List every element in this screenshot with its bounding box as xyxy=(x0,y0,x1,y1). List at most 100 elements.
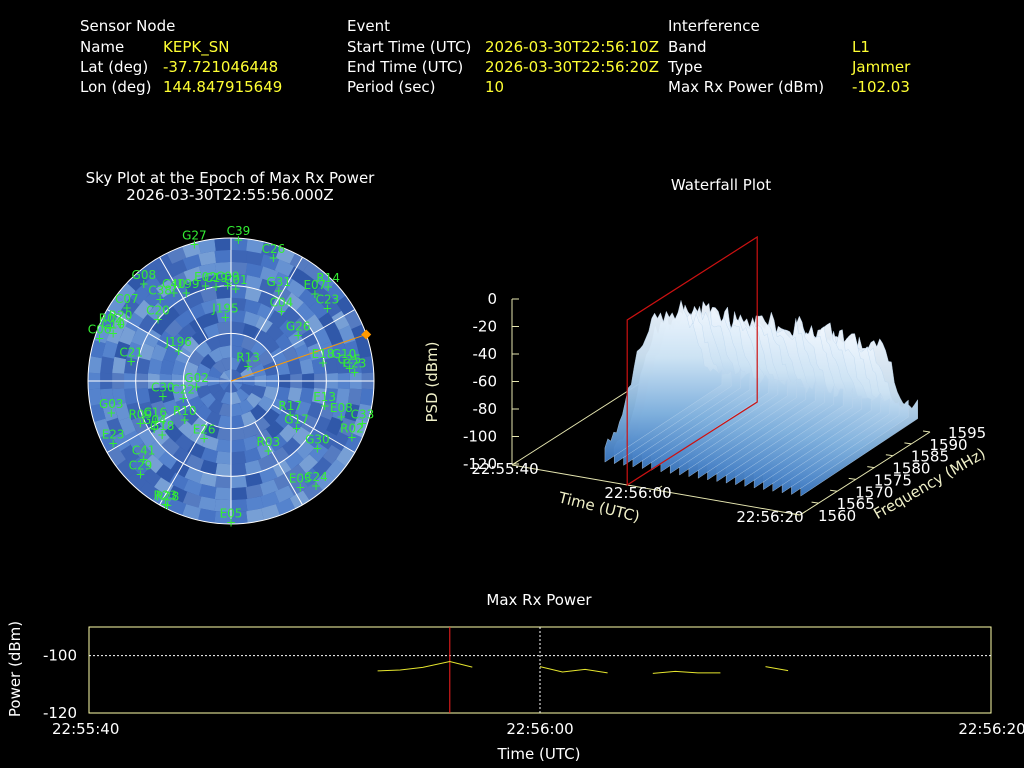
skyplot-heat-cell xyxy=(244,459,262,476)
satellite-label: E23 xyxy=(102,428,125,442)
skyplot-radial-30 xyxy=(254,256,303,340)
waterfall-z-tick-label: -120 xyxy=(463,455,497,473)
interference-band-value: L1 xyxy=(852,38,870,56)
interference-heading: Interference xyxy=(668,17,760,35)
skyplot-heat-cell xyxy=(301,467,321,488)
skyplot-heat-cell xyxy=(215,463,231,477)
skyplot-heat-cell xyxy=(216,427,231,441)
skyplot-heat-cell xyxy=(147,440,167,460)
skyplot-heat-cell xyxy=(260,254,280,271)
skyplot-bearing-marker xyxy=(361,329,372,340)
skyplot-heat-cell xyxy=(171,386,187,403)
satellite-marker: + xyxy=(106,406,116,420)
skyplot-heat-cell xyxy=(240,366,255,379)
skyplot-heat-cell xyxy=(231,345,244,359)
skyplot-heat-cell xyxy=(231,391,242,405)
skyplot-heat-cell xyxy=(175,347,192,365)
skyplot-heat-cell xyxy=(150,343,167,362)
skyplot-heat-cell xyxy=(275,359,291,376)
skyplot-heat-cell xyxy=(288,266,309,285)
waterfall-freq-tick xyxy=(904,442,912,445)
skyplot-heat-cell xyxy=(107,295,126,316)
skyplot-heat-cell xyxy=(263,361,279,376)
maxrx-series-segment xyxy=(377,660,473,672)
skyplot-heat-cell xyxy=(318,430,337,450)
skyplot-heat-cell xyxy=(141,467,161,488)
skyplot-heat-cell xyxy=(231,403,244,417)
satellite-label: C10 xyxy=(101,317,125,331)
skyplot-heat-cell xyxy=(305,428,324,448)
satellite-label: G08 xyxy=(132,268,157,282)
skyplot-heat-cell xyxy=(258,349,275,367)
skyplot-heat-cell xyxy=(169,271,189,290)
event-end-value: 2026-03-30T22:56:20Z xyxy=(485,58,659,76)
waterfall-time-marker xyxy=(626,235,758,487)
skyplot-heat-cell xyxy=(114,402,130,421)
waterfall-freq-axis xyxy=(799,431,931,516)
skyplot-heat-cell xyxy=(282,437,302,457)
skyplot-heat-cell xyxy=(274,259,295,277)
skyplot-heat-cell xyxy=(195,363,211,377)
skyplot-heat-cell xyxy=(194,404,212,422)
satellite-marker: + xyxy=(285,408,295,422)
skyplot-heat-cell xyxy=(126,271,147,292)
satellite-marker: + xyxy=(323,280,333,294)
skyplot-heat-cell xyxy=(187,303,206,321)
skyplot-heat-cell xyxy=(270,397,287,415)
skyplot-heat-cell xyxy=(160,305,180,325)
skyplot-heat-cell xyxy=(150,400,167,419)
skyplot-heat-cell xyxy=(107,446,126,467)
satellite-label: R20 xyxy=(109,309,133,323)
interference-power-value: -102.03 xyxy=(852,78,910,96)
skyplot-heat-cell xyxy=(200,286,218,303)
skyplot-heat-cell xyxy=(344,403,360,422)
skyplot-heat-cell xyxy=(90,339,106,359)
skyplot-heat-cell xyxy=(231,321,246,335)
satellite-label: R14 xyxy=(316,271,340,285)
satellite-marker: + xyxy=(174,344,184,358)
skyplot-bearing-line xyxy=(230,333,367,382)
skyplot-heat-cell xyxy=(138,401,155,420)
skyplot-heat-cell xyxy=(270,347,287,365)
skyplot-heat-cell xyxy=(106,417,124,437)
skyplot-heat-cell xyxy=(336,356,350,374)
skyplot-heat-cell xyxy=(315,470,336,491)
skyplot-heat-cell xyxy=(326,416,344,436)
skyplot-heat-cell xyxy=(112,431,131,452)
skyplot-heat-cell xyxy=(231,487,248,501)
skyplot-heat-cell xyxy=(256,441,275,459)
skyplot-heat-cell xyxy=(217,333,231,347)
skyplot-heat-cell xyxy=(273,271,293,290)
skyplot-heat-cell xyxy=(241,335,257,351)
skyplot-heat-cell xyxy=(129,456,150,477)
skyplot-heat-cell xyxy=(279,424,298,443)
skyplot-heat-cell xyxy=(231,427,246,441)
skyplot-radial-210 xyxy=(159,422,208,506)
skyplot-heat-cell xyxy=(303,261,323,281)
skyplot-heat-cell xyxy=(266,420,285,439)
skyplot-heat-cell xyxy=(214,238,231,251)
satellite-marker: + xyxy=(153,313,163,327)
skyplot-heat-cell xyxy=(183,266,203,283)
sensor-heading: Sensor Node xyxy=(80,17,176,35)
skyplot-heat-cell xyxy=(282,345,300,363)
interference-type-label: Type xyxy=(668,58,703,76)
skyplot-heat-cell xyxy=(231,273,247,287)
satellite-label: J199 xyxy=(172,277,199,291)
satellite-label: C26 xyxy=(262,242,286,256)
waterfall-time-tick xyxy=(511,460,519,466)
skyplot-heat-cell xyxy=(231,238,248,251)
satellite-marker: + xyxy=(126,355,136,369)
skyplot-heat-cell xyxy=(214,261,231,275)
satellite-marker: + xyxy=(181,286,191,300)
skyplot-heat-cell xyxy=(231,451,247,465)
satellite-marker: + xyxy=(139,277,149,291)
skyplot-heat-cell xyxy=(282,399,300,417)
skyplot-heat-cell xyxy=(326,459,346,480)
skyplot-heat-cell xyxy=(166,246,187,264)
skyplot-heat-cell xyxy=(275,333,293,352)
skyplot-heat-cell xyxy=(231,415,245,429)
sensor-name-value: KEPK_SN xyxy=(163,38,230,56)
skyplot-heat-cell xyxy=(266,323,285,342)
skyplot-heat-cell xyxy=(106,325,124,345)
